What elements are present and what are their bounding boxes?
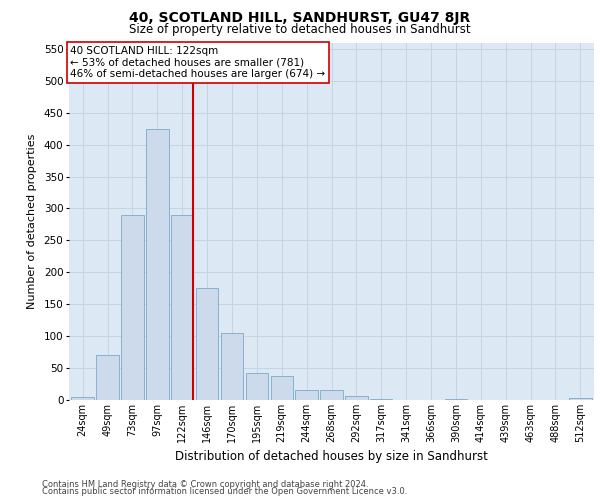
Text: 40, SCOTLAND HILL, SANDHURST, GU47 8JR: 40, SCOTLAND HILL, SANDHURST, GU47 8JR (130, 11, 470, 25)
Bar (171, 215, 193, 400)
Bar (245, 372, 268, 400)
Bar (146, 128, 169, 400)
Bar (445, 398, 467, 400)
Bar (71, 397, 94, 400)
Bar (121, 215, 143, 400)
Bar (97, 356, 119, 400)
Text: Contains HM Land Registry data © Crown copyright and database right 2024.: Contains HM Land Registry data © Crown c… (42, 480, 368, 489)
Bar (345, 396, 368, 400)
Bar (569, 398, 592, 400)
Bar (271, 376, 293, 400)
Bar (295, 390, 318, 400)
Text: Contains public sector information licensed under the Open Government Licence v3: Contains public sector information licen… (42, 487, 407, 496)
Bar (320, 390, 343, 400)
Bar (221, 333, 243, 400)
Text: Size of property relative to detached houses in Sandhurst: Size of property relative to detached ho… (129, 22, 471, 36)
Text: 40 SCOTLAND HILL: 122sqm
← 53% of detached houses are smaller (781)
46% of semi-: 40 SCOTLAND HILL: 122sqm ← 53% of detach… (70, 46, 325, 79)
X-axis label: Distribution of detached houses by size in Sandhurst: Distribution of detached houses by size … (175, 450, 488, 464)
Y-axis label: Number of detached properties: Number of detached properties (27, 134, 37, 309)
Bar (196, 288, 218, 400)
